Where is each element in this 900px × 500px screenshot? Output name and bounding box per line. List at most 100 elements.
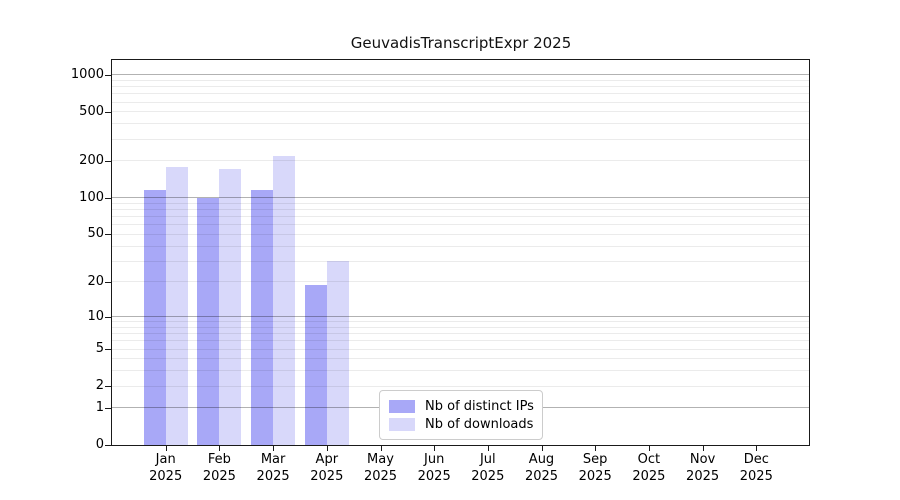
y-tick-mark bbox=[105, 111, 111, 113]
x-tick-month: Jul bbox=[479, 452, 496, 467]
x-tick-year: 2025 bbox=[256, 469, 290, 484]
gridline-minor bbox=[112, 321, 809, 323]
x-tick-year: 2025 bbox=[578, 469, 612, 484]
gridline-minor bbox=[112, 93, 809, 95]
gridline-minor bbox=[112, 281, 809, 283]
y-tick-mark bbox=[105, 349, 111, 350]
x-tick-label: Oct 2025 bbox=[617, 451, 681, 485]
x-tick-year: 2025 bbox=[471, 469, 505, 484]
gridline-minor bbox=[112, 160, 809, 162]
x-tick-mark bbox=[434, 446, 436, 451]
x-tick-mark bbox=[326, 446, 328, 451]
x-tick-mark bbox=[165, 446, 167, 451]
y-tick-mark bbox=[105, 316, 111, 318]
x-tick-mark bbox=[219, 446, 221, 451]
x-tick-label: May 2025 bbox=[349, 451, 413, 485]
gridline-minor bbox=[112, 370, 809, 372]
gridline-major bbox=[112, 197, 809, 199]
gridline-minor bbox=[112, 385, 809, 387]
gridline-minor bbox=[112, 233, 809, 235]
y-tick-mark bbox=[105, 197, 111, 199]
gridline-minor bbox=[112, 101, 809, 103]
y-tick-label: 1 bbox=[95, 399, 104, 415]
x-tick-year: 2025 bbox=[202, 469, 236, 484]
gridline-minor bbox=[112, 358, 809, 360]
x-tick-year: 2025 bbox=[739, 469, 773, 484]
y-tick-label: 100 bbox=[79, 189, 104, 205]
x-tick-month: Dec bbox=[743, 452, 769, 467]
gridline-minor bbox=[112, 86, 809, 88]
gridline-minor bbox=[112, 123, 809, 125]
x-tick-label: Sep 2025 bbox=[563, 451, 627, 485]
y-tick-label: 5 bbox=[95, 341, 104, 356]
legend-item: Nb of distinct IPs bbox=[389, 399, 534, 414]
x-tick-month: Mar bbox=[260, 452, 286, 467]
gridline-minor bbox=[112, 216, 809, 218]
bar-downloads bbox=[165, 166, 188, 445]
bar-distinct-ips bbox=[197, 197, 220, 445]
x-tick-mark bbox=[702, 446, 704, 451]
gridline-major bbox=[112, 316, 809, 317]
y-tick-label: 10 bbox=[87, 308, 104, 324]
gridline-minor bbox=[112, 202, 809, 204]
y-tick-label: 500 bbox=[79, 103, 104, 119]
x-tick-month: May bbox=[367, 452, 394, 467]
x-tick-month: Oct bbox=[637, 452, 661, 467]
legend: Nb of distinct IPs Nb of downloads bbox=[379, 390, 543, 440]
gridline-minor bbox=[112, 80, 809, 81]
x-tick-year: 2025 bbox=[524, 469, 559, 484]
x-tick-mark bbox=[487, 446, 489, 451]
bar-distinct-ips bbox=[304, 284, 327, 445]
bar-downloads bbox=[219, 168, 242, 445]
gridline-minor bbox=[112, 209, 809, 211]
x-tick-label: Mar 2025 bbox=[241, 451, 305, 485]
gridline-minor bbox=[112, 138, 809, 140]
x-tick-label: Feb 2025 bbox=[187, 451, 251, 485]
gridline-minor bbox=[112, 245, 809, 247]
x-tick-mark bbox=[541, 446, 543, 451]
y-tick-mark bbox=[105, 386, 111, 388]
bar-distinct-ips bbox=[143, 190, 166, 445]
y-tick-mark bbox=[105, 445, 111, 446]
x-tick-label: Aug 2025 bbox=[510, 451, 574, 485]
y-tick-mark bbox=[105, 160, 111, 162]
chart-title: GeuvadisTranscriptExpr 2025 bbox=[350, 34, 572, 52]
gridline-major bbox=[112, 74, 809, 76]
gridline-minor bbox=[112, 326, 809, 328]
legend-swatch bbox=[389, 399, 415, 413]
x-tick-label: Jul 2025 bbox=[456, 451, 520, 485]
y-tick-label: 1000 bbox=[70, 66, 104, 82]
gridline-minor bbox=[112, 348, 809, 350]
gridline-minor bbox=[112, 260, 809, 262]
bar-distinct-ips bbox=[251, 189, 274, 445]
plot-area bbox=[111, 59, 810, 446]
x-tick-month: Jun bbox=[424, 452, 445, 467]
x-tick-year: 2025 bbox=[632, 469, 666, 484]
x-tick-label: Dec 2025 bbox=[724, 451, 788, 485]
bar-downloads bbox=[326, 261, 349, 445]
x-tick-month: Apr bbox=[315, 452, 339, 467]
legend-item: Nb of downloads bbox=[389, 417, 533, 432]
y-tick-mark bbox=[105, 281, 111, 283]
x-tick-label: Nov 2025 bbox=[671, 451, 735, 485]
y-tick-label: 200 bbox=[79, 152, 104, 168]
legend-swatch bbox=[389, 417, 415, 431]
y-tick-mark bbox=[105, 74, 111, 76]
y-tick-label: 20 bbox=[87, 273, 104, 289]
x-tick-label: Jan 2025 bbox=[134, 451, 198, 485]
x-tick-year: 2025 bbox=[417, 469, 451, 484]
x-tick-year: 2025 bbox=[149, 469, 183, 484]
x-tick-mark bbox=[273, 446, 275, 451]
x-tick-mark bbox=[648, 446, 650, 451]
gridline-minor bbox=[112, 224, 809, 226]
x-tick-mark bbox=[595, 446, 597, 451]
x-tick-mark bbox=[756, 446, 758, 451]
x-tick-month: Aug bbox=[528, 452, 555, 467]
bar-downloads bbox=[273, 155, 296, 445]
bars-layer bbox=[112, 60, 809, 445]
x-tick-mark bbox=[380, 446, 382, 451]
x-tick-year: 2025 bbox=[686, 469, 720, 484]
x-tick-year: 2025 bbox=[310, 469, 344, 484]
y-tick-mark bbox=[105, 234, 111, 236]
